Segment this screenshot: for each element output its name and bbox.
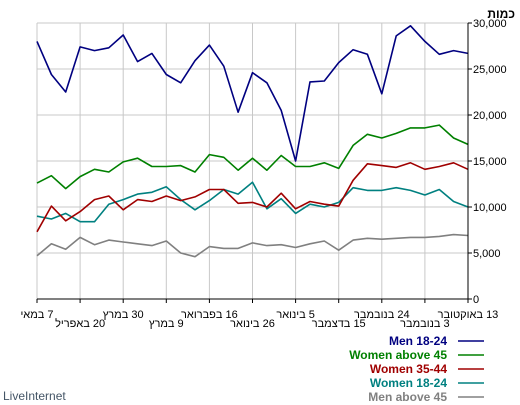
legend-label: Women 35-44	[370, 362, 447, 376]
series-line-men-above-45	[36, 233, 469, 258]
y-tick-label: 25,000	[473, 64, 507, 76]
x-tick-label: 16 בפברואר	[181, 309, 238, 321]
series-line-men-18-24	[36, 24, 469, 162]
legend-label: Women 18-24	[370, 376, 447, 390]
series-line-women-35-44	[36, 162, 469, 233]
x-tick-label: 5 בינואר	[276, 309, 315, 321]
x-tick-label: 26 בינואר	[230, 318, 275, 330]
grid	[36, 22, 469, 300]
x-tick-label: 9 במרץ	[149, 318, 184, 330]
x-tick-label: 20 באפריל	[55, 317, 105, 330]
x-tick-label: 13 באוקטובר	[438, 309, 499, 321]
x-tick-label: 7 במאי	[20, 309, 53, 321]
axes: 0 5,000 10,000 15,000 20,000 25,000 30,000 7 במ…	[20, 18, 506, 330]
series-line-women-above-45	[36, 124, 469, 190]
series-line-women-18-24	[36, 181, 469, 223]
y-tick-label: 5,000	[473, 248, 501, 260]
x-tick-label: 30 במרץ	[103, 309, 144, 321]
brand-label: LiveInternet	[3, 389, 66, 403]
y-tick-label: 30,000	[473, 18, 507, 30]
y-tick-label: 15,000	[473, 156, 507, 168]
x-tick-label: 15 בדצמבר	[312, 318, 366, 330]
y-tick-label: 20,000	[473, 110, 507, 122]
y-tick-label: 0	[473, 294, 479, 306]
y-tick-label: 10,000	[473, 202, 507, 214]
y-axis-label: כמות	[487, 7, 515, 21]
legend-label: Men 18-24	[389, 334, 447, 348]
legend-label: Men above 45	[368, 390, 447, 404]
series-lines	[36, 24, 469, 258]
x-tick-label: 3 בנובמבר	[400, 318, 450, 330]
x-tick-label: 24 בנובמבר	[354, 309, 410, 321]
legend-label: Women above 45	[349, 348, 447, 362]
